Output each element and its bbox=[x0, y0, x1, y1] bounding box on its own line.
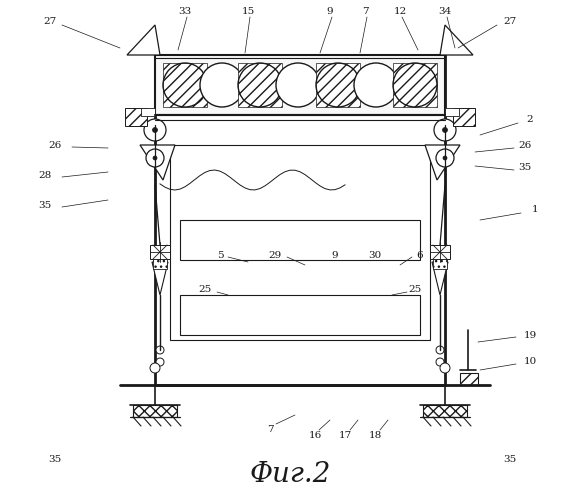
Circle shape bbox=[276, 63, 320, 107]
Text: 17: 17 bbox=[339, 430, 352, 440]
Bar bbox=[238, 63, 282, 107]
Circle shape bbox=[144, 119, 166, 141]
Text: 10: 10 bbox=[524, 358, 537, 366]
Text: 28: 28 bbox=[38, 170, 51, 179]
Circle shape bbox=[436, 346, 444, 354]
Text: 25: 25 bbox=[408, 286, 421, 294]
Bar bbox=[453, 108, 475, 126]
Bar bbox=[433, 259, 447, 269]
Text: 29: 29 bbox=[268, 250, 282, 260]
Circle shape bbox=[434, 119, 456, 141]
Bar bbox=[316, 63, 360, 107]
Bar bbox=[141, 108, 155, 116]
Text: 35: 35 bbox=[504, 456, 517, 464]
Bar bbox=[423, 405, 467, 417]
Bar bbox=[155, 55, 445, 115]
Polygon shape bbox=[425, 145, 460, 180]
Bar bbox=[125, 108, 147, 126]
Text: 16: 16 bbox=[308, 430, 321, 440]
Text: 26: 26 bbox=[518, 140, 532, 149]
Text: 25: 25 bbox=[198, 286, 212, 294]
Text: 2: 2 bbox=[526, 116, 533, 124]
Text: 5: 5 bbox=[216, 250, 223, 260]
Circle shape bbox=[436, 149, 454, 167]
Text: 15: 15 bbox=[242, 8, 255, 16]
Text: 26: 26 bbox=[49, 140, 62, 149]
Circle shape bbox=[443, 156, 447, 160]
Circle shape bbox=[200, 63, 244, 107]
Text: 27: 27 bbox=[504, 18, 517, 26]
Polygon shape bbox=[152, 262, 168, 295]
Bar bbox=[180, 220, 420, 260]
Circle shape bbox=[443, 128, 448, 132]
Text: 6: 6 bbox=[417, 250, 423, 260]
Text: Фиг.2: Фиг.2 bbox=[250, 462, 331, 488]
Text: 19: 19 bbox=[524, 330, 537, 340]
Bar bbox=[155, 55, 445, 385]
Text: 33: 33 bbox=[178, 8, 192, 16]
Text: 9: 9 bbox=[327, 8, 333, 16]
Circle shape bbox=[153, 156, 157, 160]
Text: 34: 34 bbox=[439, 8, 452, 16]
Text: 35: 35 bbox=[49, 456, 62, 464]
Text: 7: 7 bbox=[361, 8, 368, 16]
Circle shape bbox=[156, 358, 164, 366]
Bar bbox=[153, 259, 167, 269]
Circle shape bbox=[440, 363, 450, 373]
Circle shape bbox=[150, 363, 160, 373]
Text: 35: 35 bbox=[518, 164, 532, 172]
Polygon shape bbox=[127, 25, 160, 55]
Bar bbox=[163, 63, 207, 107]
Bar bbox=[180, 295, 420, 335]
Text: 12: 12 bbox=[393, 8, 407, 16]
Polygon shape bbox=[440, 25, 473, 55]
Text: 7: 7 bbox=[267, 426, 274, 434]
Polygon shape bbox=[140, 145, 175, 180]
Text: 27: 27 bbox=[43, 18, 57, 26]
Text: 30: 30 bbox=[368, 250, 381, 260]
Circle shape bbox=[146, 149, 164, 167]
Circle shape bbox=[436, 358, 444, 366]
Text: 1: 1 bbox=[532, 206, 538, 214]
Bar bbox=[133, 405, 177, 417]
Text: 35: 35 bbox=[38, 200, 51, 209]
Bar bbox=[393, 63, 437, 107]
Text: 9: 9 bbox=[332, 250, 338, 260]
Polygon shape bbox=[432, 262, 448, 295]
Bar bbox=[170, 145, 430, 340]
Bar bbox=[150, 245, 170, 259]
Text: 18: 18 bbox=[368, 430, 381, 440]
Circle shape bbox=[156, 346, 164, 354]
Circle shape bbox=[152, 128, 158, 132]
Bar bbox=[460, 373, 478, 385]
Bar bbox=[445, 108, 459, 116]
Bar bbox=[430, 245, 450, 259]
Circle shape bbox=[354, 63, 398, 107]
